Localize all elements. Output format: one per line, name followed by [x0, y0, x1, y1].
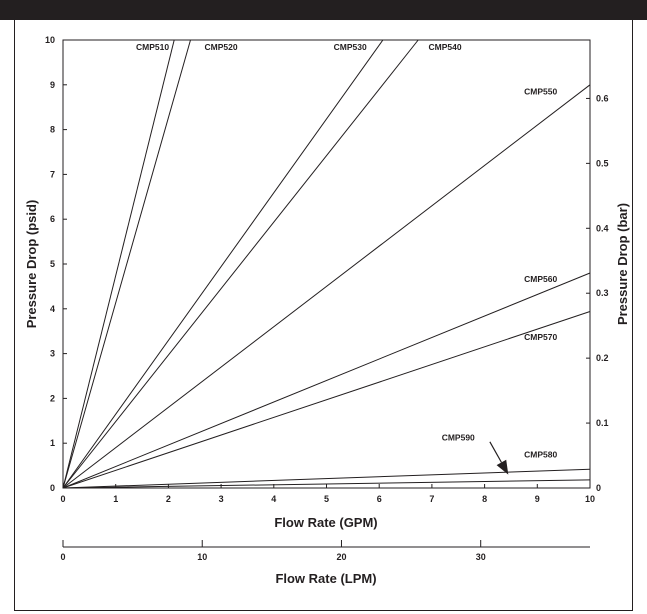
- y-axis-title: Pressure Drop (psid): [24, 200, 39, 329]
- x-tick-label: 0: [60, 494, 65, 504]
- y-tick-label: 3: [50, 349, 55, 359]
- series-line-cmp550: [63, 85, 590, 488]
- x-tick-label: 6: [377, 494, 382, 504]
- series-line-cmp530: [63, 40, 383, 488]
- y-tick-label: 9: [50, 80, 55, 90]
- y2-tick-label: 0.2: [596, 353, 609, 363]
- y-tick-label: 2: [50, 393, 55, 403]
- y-tick-label: 5: [50, 259, 55, 269]
- series-line-cmp560: [63, 273, 590, 488]
- label-cmp550: CMP550: [524, 87, 557, 97]
- callout-arrow: [490, 442, 508, 475]
- x2-tick-label: 10: [197, 552, 207, 562]
- x-tick-label: 8: [482, 494, 487, 504]
- x2-axis-ticks: 0 10 20 30: [60, 540, 485, 562]
- series-labels: CMP510 CMP520 CMP530 CMP540 CMP550 CMP560 CMP5…: [136, 42, 557, 460]
- y-tick-label: 1: [50, 438, 55, 448]
- series-line-cmp540: [63, 40, 418, 488]
- label-cmp560: CMP560: [524, 274, 557, 284]
- label-cmp510: CMP510: [136, 42, 169, 52]
- label-cmp530: CMP530: [334, 42, 367, 52]
- label-cmp580: CMP580: [524, 450, 557, 460]
- x-tick-label: 2: [166, 494, 171, 504]
- y-axis-ticks: 0 1 2 3 4 5 6 7 8 9 10: [45, 35, 67, 493]
- plot-area: [63, 40, 590, 488]
- y2-tick-label: 0.1: [596, 418, 609, 428]
- x2-tick-label: 0: [60, 552, 65, 562]
- x-axis-title: Flow Rate (GPM): [274, 515, 377, 530]
- series-line-cmp510: [63, 40, 174, 488]
- x2-tick-label: 30: [476, 552, 486, 562]
- y-tick-label: 4: [50, 304, 55, 314]
- x-tick-label: 1: [113, 494, 118, 504]
- y-tick-label: 6: [50, 214, 55, 224]
- label-cmp590: CMP590: [442, 433, 475, 443]
- x-tick-label: 5: [324, 494, 329, 504]
- x2-tick-label: 20: [336, 552, 346, 562]
- y2-tick-label: 0.3: [596, 288, 609, 298]
- x2-axis-title: Flow Rate (LPM): [275, 571, 376, 586]
- series-line-cmp570: [63, 312, 590, 489]
- series-lines: [63, 40, 590, 488]
- x-tick-label: 9: [535, 494, 540, 504]
- series-line-cmp520: [63, 40, 191, 488]
- y2-tick-label: 0.6: [596, 93, 609, 103]
- y2-axis-title: Pressure Drop (bar): [615, 203, 630, 325]
- x-tick-label: 10: [585, 494, 595, 504]
- x-tick-label: 4: [271, 494, 276, 504]
- x-tick-label: 7: [429, 494, 434, 504]
- y2-tick-label: 0.5: [596, 158, 609, 168]
- y-tick-label: 7: [50, 169, 55, 179]
- y2-tick-label: 0.4: [596, 223, 609, 233]
- y-tick-label: 0: [50, 483, 55, 493]
- y-tick-label: 8: [50, 125, 55, 135]
- y2-axis-ticks: 0 0.1 0.2 0.3 0.4 0.5 0.6: [586, 93, 609, 493]
- label-cmp540: CMP540: [429, 42, 462, 52]
- label-cmp520: CMP520: [205, 42, 238, 52]
- y-tick-label: 10: [45, 35, 55, 45]
- label-cmp570: CMP570: [524, 332, 557, 342]
- x-tick-label: 3: [219, 494, 224, 504]
- arrow-shaft: [490, 442, 502, 463]
- y2-tick-label: 0: [596, 483, 601, 493]
